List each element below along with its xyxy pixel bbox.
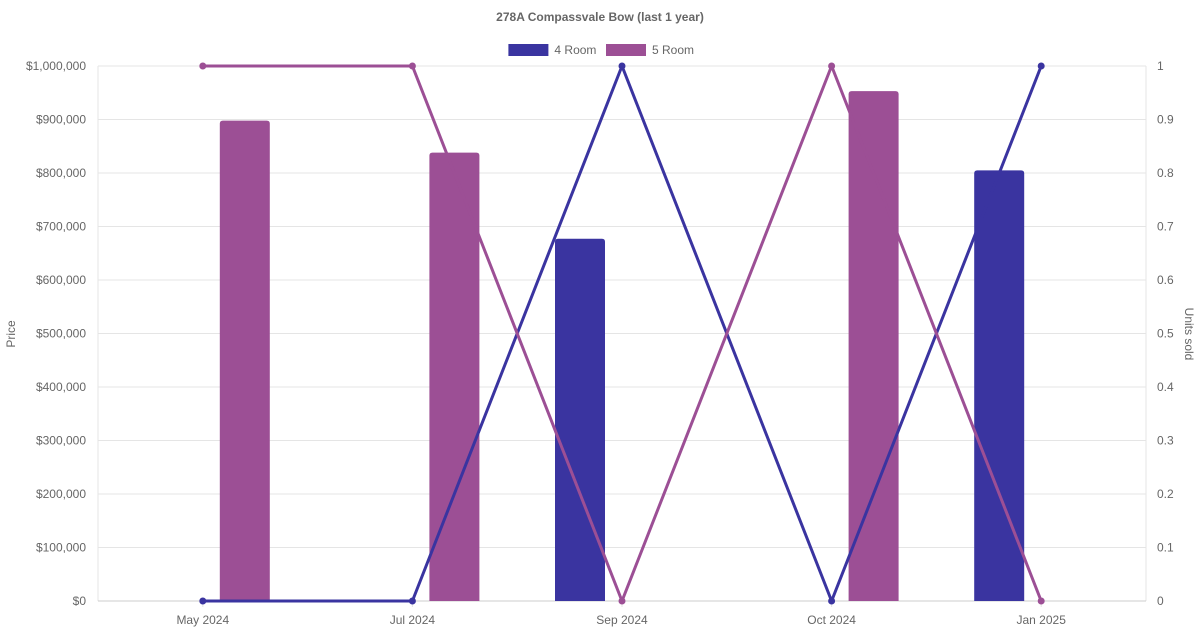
x-tick-label: Oct 2024	[807, 613, 856, 627]
y-axis-right-title: Units sold	[1182, 308, 1196, 361]
y-right-tick-label: 0.6	[1157, 273, 1174, 287]
y-right-tick-label: 0.3	[1157, 434, 1174, 448]
bar-4-room	[974, 170, 1025, 601]
x-axis-ticks: May 2024 Jul 2024 Sep 2024 Oct 2024 Jan 2025	[176, 601, 1066, 627]
legend-swatch	[508, 44, 549, 56]
y-right-tick-label: 0.4	[1157, 380, 1174, 394]
point-4-room	[199, 597, 207, 605]
bar-5-room	[848, 91, 899, 602]
point-5-room	[408, 62, 416, 70]
y-right-tick-label: 1	[1157, 59, 1164, 73]
point-4-room	[618, 62, 626, 70]
y-right-tick-label: 0.2	[1157, 487, 1174, 501]
point-5-room	[618, 597, 626, 605]
y-left-tick-label: $800,000	[36, 166, 86, 180]
point-4-room	[408, 597, 416, 605]
point-5-room	[828, 62, 836, 70]
legend: 4 Room 5 Room	[508, 43, 694, 57]
y-axis-left-title: Price	[4, 320, 18, 348]
y-left-tick-label: $600,000	[36, 273, 86, 287]
chart-title: 278A Compassvale Bow (last 1 year)	[496, 10, 704, 24]
bar-5-room	[429, 152, 480, 602]
bars	[219, 91, 1025, 602]
y-left-tick-label: $100,000	[36, 541, 86, 555]
legend-label: 5 Room	[652, 43, 694, 57]
left-axis-ticks: $0 $100,000 $200,000 $300,000 $400,000 $500,0…	[26, 59, 86, 608]
x-tick-label: Sep 2024	[596, 613, 648, 627]
y-right-tick-label: 0	[1157, 594, 1164, 608]
y-right-tick-label: 0.5	[1157, 327, 1174, 341]
y-left-tick-label: $300,000	[36, 434, 86, 448]
lines	[199, 62, 1045, 605]
legend-item-5-room[interactable]: 5 Room	[606, 43, 694, 57]
point-5-room	[1037, 597, 1045, 605]
legend-label: 4 Room	[554, 43, 596, 57]
y-left-tick-label: $0	[73, 594, 87, 608]
y-left-tick-label: $200,000	[36, 487, 86, 501]
x-tick-label: Jan 2025	[1017, 613, 1067, 627]
x-tick-label: Jul 2024	[390, 613, 436, 627]
bar-4-room	[555, 238, 605, 601]
y-left-tick-label: $900,000	[36, 113, 86, 127]
y-right-tick-label: 0.7	[1157, 220, 1174, 234]
point-4-room	[1037, 62, 1045, 70]
x-tick-label: May 2024	[176, 613, 229, 627]
right-axis-ticks: 0 0.1 0.2 0.3 0.4 0.5 0.6 0.7 0.8 0.9 1	[1157, 59, 1174, 608]
legend-item-4-room[interactable]: 4 Room	[508, 43, 596, 57]
bar-5-room	[219, 120, 270, 601]
y-left-tick-label: $700,000	[36, 220, 86, 234]
y-right-tick-label: 0.9	[1157, 113, 1174, 127]
y-right-tick-label: 0.1	[1157, 541, 1174, 555]
y-left-tick-label: $400,000	[36, 380, 86, 394]
legend-swatch	[606, 44, 646, 56]
point-5-room	[199, 62, 207, 70]
point-4-room	[828, 597, 836, 605]
y-left-tick-label: $1,000,000	[26, 59, 86, 73]
y-right-tick-label: 0.8	[1157, 166, 1174, 180]
y-left-tick-label: $500,000	[36, 327, 86, 341]
